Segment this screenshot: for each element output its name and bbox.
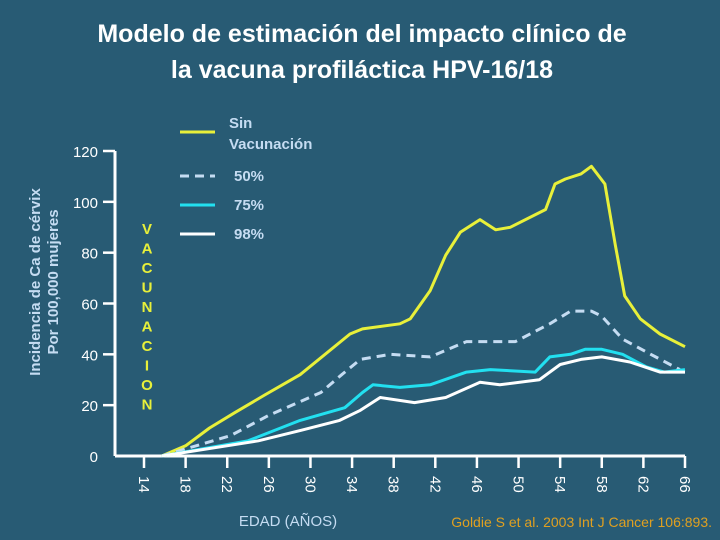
legend-label: Vacunación	[229, 136, 312, 153]
y-tick-label: 0	[90, 449, 98, 466]
y-tick-label: 40	[81, 347, 98, 364]
x-tick-label: 22	[218, 476, 235, 493]
x-tick-label: 26	[260, 476, 277, 493]
y-tick-label: 100	[73, 195, 98, 212]
series-line-50-	[161, 309, 681, 458]
x-tick-label: 14	[135, 476, 152, 493]
y-axis-label-line-1: Incidencia de Ca de cérvix	[27, 188, 44, 376]
legend-item: 98%	[180, 226, 264, 243]
vaccination-letter: N	[142, 397, 153, 414]
x-tick-label: 38	[385, 476, 402, 493]
source-citation: Goldie S et al. 2003 Int J Cancer 106:89…	[451, 514, 712, 530]
x-tick-label: 62	[634, 476, 651, 493]
x-tick-label: 54	[551, 476, 568, 493]
vaccination-letter: U	[142, 280, 153, 297]
x-axis-label: EDAD (AÑOS)	[239, 513, 337, 530]
series-line-75-	[161, 347, 686, 458]
legend-label: 75%	[234, 197, 264, 214]
legend-item: Sin Vacunación	[180, 115, 312, 153]
chart-title-line-2: la vacuna profiláctica HPV-16/18	[171, 56, 553, 84]
legend-label: 98%	[234, 226, 264, 243]
y-axis-label: Incidencia de Ca de cérvix Por 100,000 m…	[27, 188, 62, 376]
vaccination-letter: N	[142, 299, 153, 316]
vaccination-letter: A	[142, 241, 153, 258]
y-tick-label: 60	[81, 297, 98, 314]
chart-title-line-1: Modelo de estimación del impacto clínico…	[97, 20, 626, 48]
series-lines	[161, 164, 686, 458]
vaccination-letter: C	[142, 260, 153, 277]
legend-item: 50%	[180, 168, 264, 185]
vaccination-letter: A	[142, 319, 153, 336]
vaccination-letter: V	[142, 221, 152, 238]
x-tick-label: 66	[676, 476, 693, 493]
x-tick-label: 50	[510, 476, 527, 493]
axes: 0 20 40 60 80 100 120 14 18 22 26 30 34 38 42 46 50 54 58 6…	[73, 144, 693, 493]
vaccination-letter: I	[145, 358, 149, 375]
vaccination-letter: C	[142, 338, 153, 355]
series-line-98-	[161, 355, 685, 458]
series-line-sin-vacunaci-n	[161, 164, 686, 458]
legend-label: Sin	[229, 115, 252, 132]
legend-item: 75%	[180, 197, 264, 214]
legend: Sin Vacunación 50% 75% 98%	[180, 115, 312, 243]
x-tick-label: 34	[343, 476, 360, 493]
x-tick-label: 30	[301, 476, 318, 493]
x-tick-label: 46	[468, 476, 485, 493]
y-tick-label: 20	[81, 398, 98, 415]
y-tick-label: 80	[81, 246, 98, 263]
x-tick-label: 42	[426, 476, 443, 493]
y-axis-label-line-2: Por 100,000 mujeres	[45, 209, 62, 354]
legend-label: 50%	[234, 168, 264, 185]
x-tick-label: 18	[177, 476, 194, 493]
x-tick-label: 58	[593, 476, 610, 493]
vaccination-letter: O	[141, 377, 153, 394]
y-tick-label: 120	[73, 144, 98, 161]
